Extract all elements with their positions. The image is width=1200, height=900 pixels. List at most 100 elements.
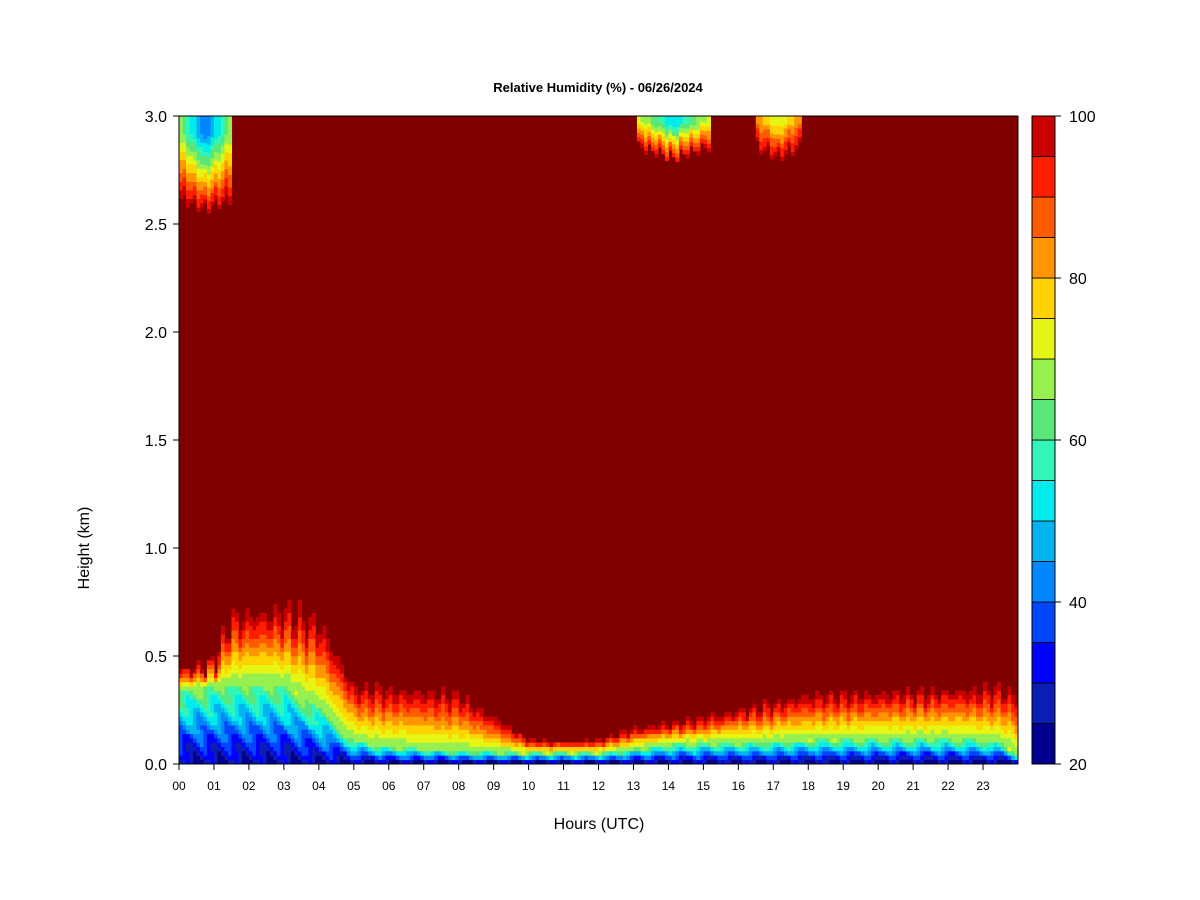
rh-cell [724,759,729,764]
rh-cell [234,664,240,674]
rh-cell [759,742,764,748]
rh-cell [738,746,743,752]
rh-cell [850,733,855,739]
rh-cell [287,612,292,627]
rh-cell [647,140,652,145]
rh-cell [238,660,243,670]
rh-cell [892,742,897,748]
rh-cell [273,617,278,627]
rh-cell [206,720,212,726]
rh-cell [836,742,841,748]
rh-cell [231,660,236,674]
rh-cell [993,746,998,752]
rh-cell [706,147,711,153]
rh-cell [227,118,233,123]
rh-cell [976,751,981,756]
rh-cell [871,707,876,717]
rh-cell [839,738,844,743]
rh-cell [196,664,201,670]
rh-cell [902,746,907,752]
rh-cell [794,703,799,709]
rh-cell [633,733,638,739]
x-tick-label: 19 [837,779,851,793]
heatmap-cells [179,116,1018,764]
rh-cell [776,751,781,756]
rh-cell [965,759,970,764]
rh-cell [329,742,334,760]
rh-cell [857,699,862,704]
rh-cell [878,755,883,760]
rh-cell [874,751,879,756]
rh-cell [752,755,757,760]
rh-cell [832,738,837,743]
rh-cell [682,733,687,739]
rh-cell [640,742,645,748]
rh-cell [220,153,226,159]
rh-cell [448,712,453,717]
rh-cell [276,716,281,722]
rh-cell [661,127,666,133]
rh-cell [196,168,201,174]
rh-cell [720,716,725,722]
rh-cell [196,155,201,161]
rh-cell [378,712,383,722]
rh-cell [206,716,212,722]
rh-cell [724,742,729,748]
rh-cell [941,738,946,743]
rh-cell [808,712,813,717]
rh-cell [255,656,261,665]
rh-cell [385,720,390,730]
rh-cell [654,116,659,119]
rh-cell [329,707,334,722]
rh-cell [797,716,802,726]
rh-cell [920,729,925,739]
rh-cell [741,729,746,735]
rh-cell [755,729,760,735]
rh-cell [504,729,509,735]
rh-cell [727,738,732,743]
rh-cell [189,125,194,130]
rh-cell [944,742,949,748]
rh-cell [224,134,229,140]
rh-cell [420,694,425,704]
rh-cell [780,755,785,760]
rh-cell [661,759,666,764]
rh-cell [185,729,191,735]
rh-cell [983,755,988,760]
rh-cell [595,746,600,752]
rh-cell [395,703,400,713]
rh-cell [696,150,701,156]
rh-cell [189,694,194,700]
rh-cell [696,138,701,143]
rh-cell [622,742,628,748]
rh-cell [304,647,309,657]
rh-cell [892,755,897,760]
rh-cell [930,707,935,717]
rh-cell [206,139,212,145]
rh-cell [210,192,215,198]
rh-cell [850,725,855,735]
rh-cell [881,690,886,700]
rh-cell [822,720,827,726]
rh-cell [406,716,411,726]
rh-cell [465,729,470,735]
rh-cell [325,651,330,661]
rh-cell [762,733,767,743]
rh-cell [280,686,285,717]
rh-cell [647,122,652,128]
rh-cell [885,720,890,726]
rh-cell [801,746,806,752]
rh-cell [657,746,663,752]
rh-cell [227,131,233,136]
rh-cell [899,751,904,756]
rh-cell [220,166,226,172]
rh-cell [776,733,781,743]
rh-cell [640,116,645,118]
rh-cell [472,746,477,752]
rh-cell [923,716,928,722]
rh-cell [685,132,690,138]
rh-cell [790,716,795,726]
rh-cell [179,138,184,143]
rh-cell [399,738,404,752]
rh-cell [388,720,393,730]
